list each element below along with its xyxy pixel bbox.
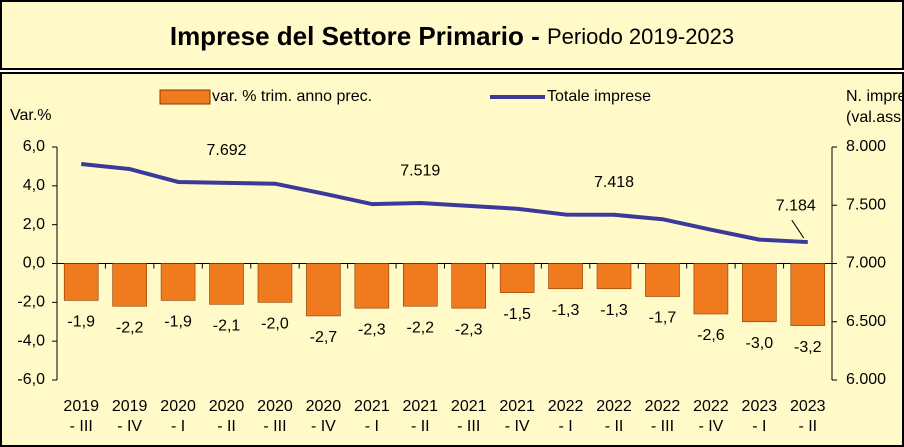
x-tick-label: - I — [558, 418, 572, 435]
x-tick-label: 2022 — [596, 398, 632, 415]
x-tick-label: - II — [798, 418, 817, 435]
data-label: -2,1 — [213, 317, 241, 334]
data-label: -1,9 — [67, 314, 95, 331]
y2-axis-title: N. imprese — [846, 88, 904, 105]
data-label: -3,2 — [794, 339, 822, 356]
x-tick-label: 2019 — [63, 398, 99, 415]
x-tick-label: 2021 — [451, 398, 487, 415]
data-label: -2,6 — [697, 327, 725, 344]
x-tick-label: 2019 — [112, 398, 148, 415]
data-label: -2,0 — [261, 316, 289, 333]
bar — [354, 263, 390, 309]
x-tick-label: - II — [605, 418, 624, 435]
data-label: -1,5 — [503, 306, 531, 323]
bar — [306, 263, 341, 317]
line — [81, 162, 808, 245]
y-tick-label: 4,0 — [23, 177, 45, 194]
data-label: -2,3 — [358, 321, 386, 338]
y-tick-label: 6,0 — [23, 138, 45, 155]
data-label: -2,2 — [406, 319, 434, 336]
data-label: -3,0 — [746, 335, 774, 352]
data-label: 7.184 — [776, 197, 816, 214]
legend-label: var. % trim. anno prec. — [212, 88, 372, 105]
x-tick-label: 2022 — [693, 398, 729, 415]
bar — [742, 263, 777, 323]
y2-tick-label: 7.500 — [846, 196, 886, 213]
bar — [402, 263, 438, 307]
bar — [499, 263, 535, 293]
x-tick-label: 2021 — [402, 398, 438, 415]
x-tick-label: 2022 — [548, 398, 584, 415]
y2-tick-label: 6.500 — [846, 313, 886, 330]
x-tick-label: 2021 — [499, 398, 535, 415]
bar — [257, 263, 293, 303]
data-label: -2,2 — [116, 319, 144, 336]
x-tick-label: - II — [411, 418, 430, 435]
bar — [209, 263, 244, 305]
x-tick-label: 2020 — [257, 398, 293, 415]
data-label: -2,7 — [310, 329, 338, 346]
y2-tick-label: 6.000 — [846, 371, 886, 388]
plot-box — [0, 72, 904, 447]
y-tick-label: -2,0 — [17, 294, 45, 311]
y-tick-label: -6,0 — [17, 371, 45, 388]
x-tick-label: 2020 — [209, 398, 245, 415]
y-tick-label: 2,0 — [23, 216, 45, 233]
x-tick-label: 2022 — [645, 398, 681, 415]
data-label: -1,3 — [600, 302, 628, 319]
x-tick-label: - III — [263, 418, 286, 435]
x-tick-label: 2020 — [306, 398, 342, 415]
bar — [596, 263, 632, 290]
title-box — [0, 0, 904, 70]
x-tick-label: - I — [171, 418, 185, 435]
y2-tick-label: 8.000 — [846, 138, 886, 155]
bar — [63, 263, 99, 301]
y-tick-label: -4,0 — [17, 332, 45, 349]
x-tick-label: - II — [217, 418, 236, 435]
data-label: -1,3 — [552, 302, 580, 319]
y-tick-label: 0,0 — [23, 255, 45, 272]
bar — [112, 263, 147, 307]
bar — [693, 263, 729, 315]
data-label: 7.519 — [400, 162, 440, 179]
x-tick-label: - IV — [311, 418, 336, 435]
chart-title: Imprese del Settore Primario - — [170, 21, 547, 51]
x-tick-label: 2023 — [742, 398, 778, 415]
x-tick-label: - III — [70, 418, 93, 435]
bar — [645, 263, 680, 297]
x-tick-label: 2023 — [790, 398, 826, 415]
leader-line — [791, 219, 805, 239]
x-tick-label: - IV — [117, 418, 142, 435]
y2-tick-label: 7.000 — [846, 255, 886, 272]
data-label: -1,7 — [649, 310, 677, 327]
data-label: 7.418 — [594, 174, 634, 191]
chart-heading: Imprese del Settore Primario - Periodo 2… — [170, 21, 734, 51]
x-tick-label: - I — [365, 418, 379, 435]
bar — [548, 263, 583, 290]
legend-label: Totale imprese — [547, 88, 651, 105]
x-tick-label: 2020 — [160, 398, 196, 415]
x-tick-label: - III — [457, 418, 480, 435]
data-label: -1,9 — [164, 314, 192, 331]
bar — [790, 263, 826, 326]
x-tick-label: - IV — [698, 418, 723, 435]
y-axis-title: Var.% — [10, 107, 52, 124]
x-tick-label: - IV — [505, 418, 530, 435]
x-tick-label: - I — [752, 418, 766, 435]
x-tick-label: 2021 — [354, 398, 390, 415]
bar — [451, 263, 487, 309]
bar — [160, 263, 196, 301]
data-label: 7.692 — [207, 142, 247, 159]
data-label: -2,3 — [455, 321, 483, 338]
y2-axis-title: (val.ass.) — [846, 109, 904, 126]
x-tick-label: - III — [651, 418, 674, 435]
legend-swatch — [159, 89, 211, 105]
chart-subtitle: Periodo 2019-2023 — [547, 24, 734, 49]
